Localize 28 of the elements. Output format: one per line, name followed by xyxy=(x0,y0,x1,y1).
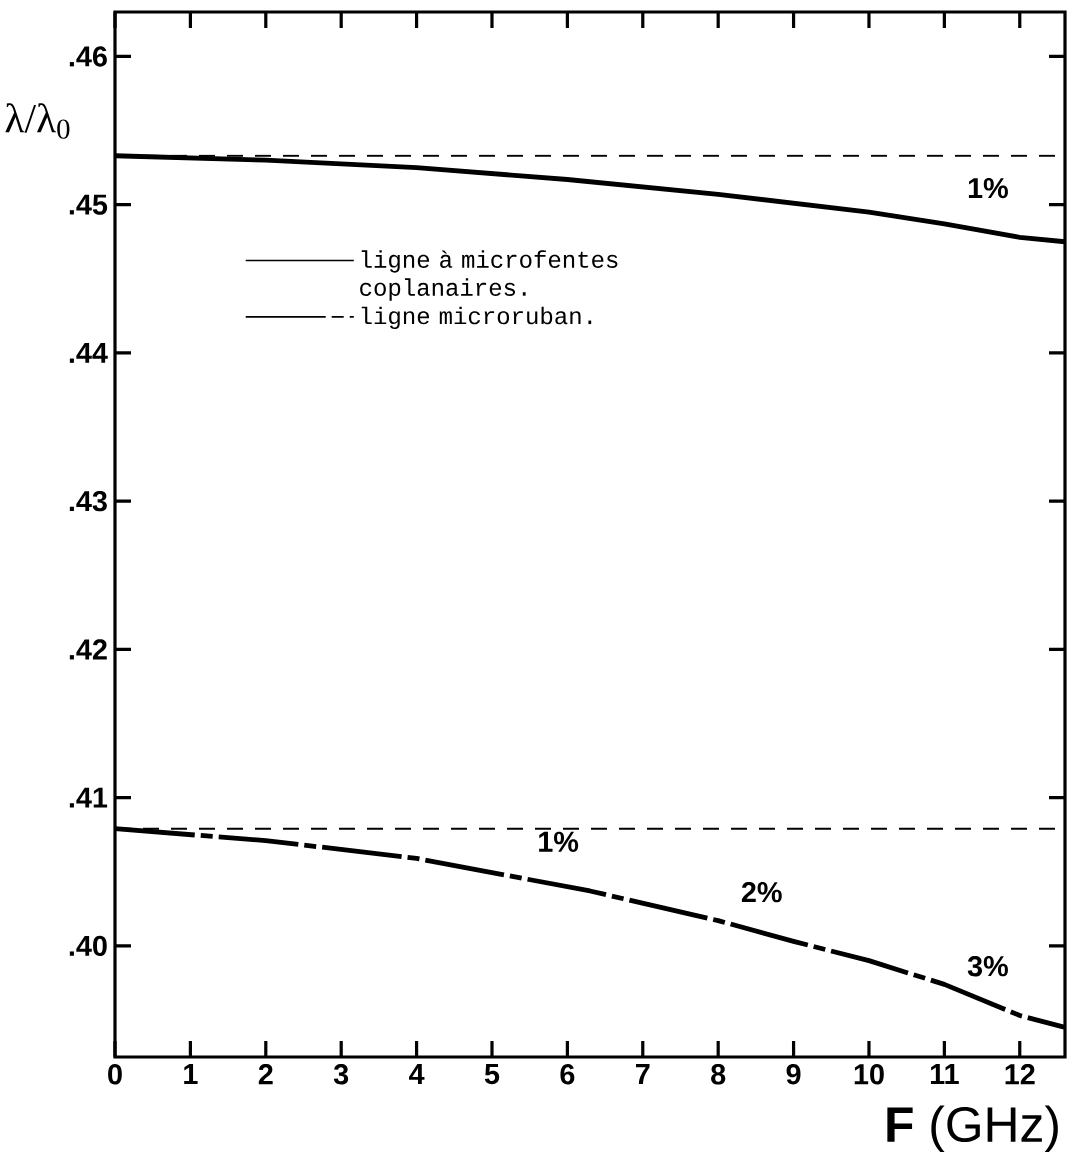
x-tick-label: 6 xyxy=(560,1064,575,1085)
y-tick-label: .42 xyxy=(69,639,107,660)
x-axis-title: F (GHz) xyxy=(887,1105,1058,1152)
y-tick-label: .41 xyxy=(69,787,108,808)
y-tick-label: .46 xyxy=(69,46,107,67)
x-tick-label: 12 xyxy=(1005,1064,1035,1085)
x-tick-label: 2 xyxy=(258,1064,273,1085)
legend-label: ligne à microfentes coplanaires. xyxy=(360,250,618,301)
x-tick-label: 1 xyxy=(184,1064,198,1084)
y-axis-title: λ/λ$_{0}$ xyxy=(5,103,70,139)
x-tick-label: 8 xyxy=(711,1064,726,1085)
y-tick-label: .44 xyxy=(69,343,108,363)
annotation: 1% xyxy=(968,177,1008,199)
legend-label: ligne microruban. xyxy=(361,306,592,330)
annotation: 2% xyxy=(741,881,782,903)
y-tick-label: .40 xyxy=(69,935,107,957)
x-tick-label: 3 xyxy=(333,1064,349,1085)
x-tick-label: 7 xyxy=(636,1064,650,1084)
y-tick-label: .45 xyxy=(69,194,108,215)
y-tick-label: .43 xyxy=(69,490,107,512)
x-tick-label: 0 xyxy=(108,1064,122,1085)
annotation: 1% xyxy=(539,831,579,852)
x-tick-label: 10 xyxy=(854,1064,884,1085)
x-tick-label: 9 xyxy=(786,1064,801,1085)
x-tick-label: 11 xyxy=(930,1064,959,1084)
x-tick-label: 5 xyxy=(484,1064,500,1085)
x-tick-label: 4 xyxy=(409,1064,425,1084)
annotation: 3% xyxy=(967,956,1008,977)
